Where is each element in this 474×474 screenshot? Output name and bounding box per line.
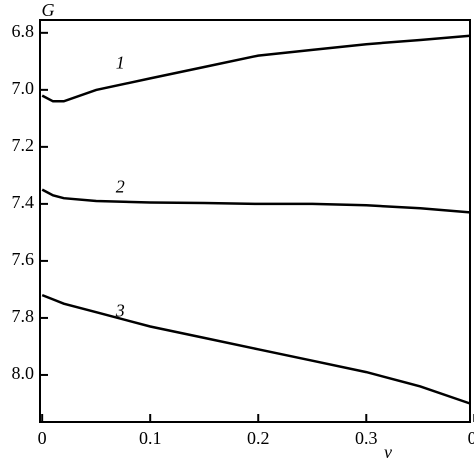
line-series: [41, 34, 471, 103]
curve-label: 2: [116, 177, 125, 197]
x-tick-label: 0.: [468, 428, 474, 448]
plot-frame: [39, 19, 471, 423]
y-tick-label: 7.6: [12, 249, 35, 269]
y-tick-label: 8.0: [12, 363, 35, 383]
curve-label: 3: [115, 301, 125, 321]
y-tick-label: 7.8: [12, 306, 35, 326]
curve-label: 1: [116, 53, 125, 73]
line-series: [41, 293, 471, 405]
x-tick-label: 0.3: [355, 428, 378, 448]
x-tick-label: 0: [38, 428, 47, 448]
y-tick-label: 7.4: [12, 192, 35, 212]
y-axis-label: G: [42, 0, 55, 20]
x-tick-label: 0.1: [139, 428, 162, 448]
y-tick-label: 7.2: [12, 135, 35, 155]
x-tick-label: 0.2: [247, 428, 270, 448]
x-axis-label: ν: [384, 442, 392, 462]
y-tick-label: 6.8: [12, 21, 35, 41]
line-series: [41, 188, 471, 214]
y-tick-label: 7.0: [12, 78, 35, 98]
